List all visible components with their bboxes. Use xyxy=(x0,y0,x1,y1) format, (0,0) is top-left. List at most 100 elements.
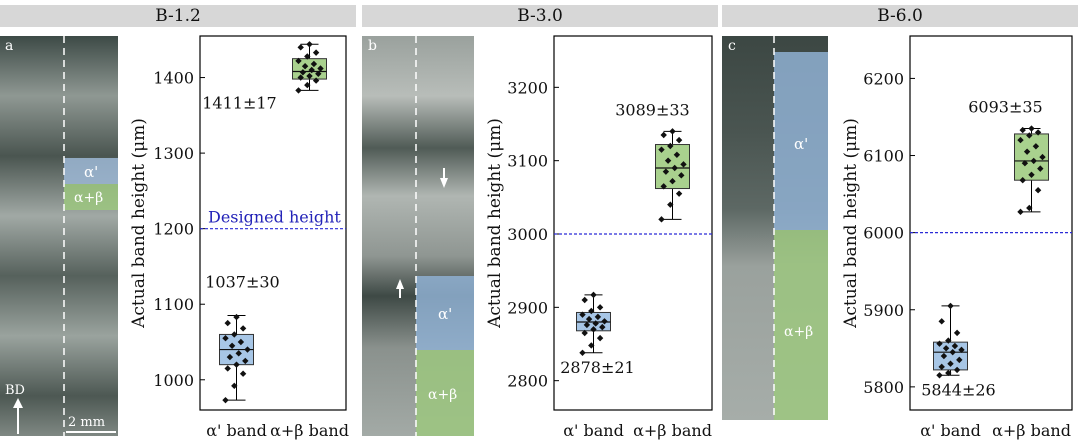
x-category-label: α+β band xyxy=(992,421,1071,440)
data-point xyxy=(680,161,687,168)
data-point xyxy=(306,41,313,48)
data-point xyxy=(228,342,236,349)
micrograph-image: c α' α+β xyxy=(722,36,828,436)
data-point xyxy=(310,60,318,68)
x-category-label: α' band xyxy=(563,421,624,440)
data-point xyxy=(579,349,586,356)
plot-frame xyxy=(199,35,347,411)
data-point xyxy=(295,87,302,94)
data-point xyxy=(304,81,311,89)
micro-label-alpha-prime: α' xyxy=(84,163,98,181)
data-point xyxy=(1017,208,1024,216)
alpha-beta-region xyxy=(64,184,118,210)
data-point xyxy=(224,319,231,327)
y-tick-label: 2900 xyxy=(507,298,548,317)
y-tick-label: 1400 xyxy=(153,69,194,88)
arrowhead-icon xyxy=(13,398,23,408)
box-plot-chart: 5800 5900 6000 6100 6200 Actual band height (… xyxy=(841,35,1073,440)
data-point xyxy=(590,291,597,299)
x-category-label: α' band xyxy=(920,421,981,440)
alpha-prime-region xyxy=(416,276,474,350)
plot-frame xyxy=(553,35,713,411)
data-point xyxy=(239,325,247,332)
box-plot-chart: 1000 1100 1200 1300 1400 Actual band height (… xyxy=(129,35,349,440)
arrow-down-icon xyxy=(440,178,448,188)
data-point xyxy=(297,44,304,51)
data-point xyxy=(299,69,307,76)
y-tick-label: 5800 xyxy=(863,378,904,397)
panel-b-3-0: B-3.0 b α' α+β xyxy=(362,0,718,444)
micro-label-alpha-prime: α' xyxy=(794,135,808,153)
micrograph-image: b α' α+β xyxy=(362,36,474,436)
box-stat-label: 5844±26 xyxy=(921,380,995,399)
micrograph-svg: c α' α+β xyxy=(722,36,828,420)
panel-b-6-0: B-6.0 c α' α+β 5800 5900 6000 6100 6200 Actua… xyxy=(722,0,1078,444)
data-point xyxy=(222,396,229,404)
data-point xyxy=(317,65,324,72)
designed-height-label: Designed height xyxy=(208,208,341,227)
box-stat-label: 1037±30 xyxy=(205,273,279,292)
y-axis-label: Actual band height (μm) xyxy=(841,118,861,329)
panel-letter: a xyxy=(5,38,13,54)
box-stat-label: 6093±35 xyxy=(968,98,1042,117)
plot-frame xyxy=(909,35,1073,411)
x-category-label: α+β band xyxy=(633,421,712,440)
data-point xyxy=(596,334,604,342)
y-tick-label: 3200 xyxy=(507,78,548,97)
data-point xyxy=(312,77,320,84)
panel-letter: c xyxy=(728,38,736,54)
data-point xyxy=(315,70,322,77)
panel-letter: b xyxy=(368,38,377,54)
data-point xyxy=(312,49,320,56)
data-point xyxy=(1028,125,1035,132)
data-point xyxy=(675,190,683,197)
y-tick-label: 3000 xyxy=(507,225,548,244)
panel-b-1-2: B-1.2 a α' α+β BD xyxy=(0,0,356,444)
y-tick-label: 1000 xyxy=(153,371,194,390)
data-point xyxy=(308,66,315,74)
data-point xyxy=(239,370,247,377)
micro-label-alpha-beta: α+β xyxy=(784,324,813,340)
panel-header: B-6.0 xyxy=(722,5,1078,27)
box-stat-label: 3089±33 xyxy=(615,100,689,119)
data-point xyxy=(1017,136,1024,144)
data-point xyxy=(673,151,681,158)
data-point xyxy=(226,353,234,361)
data-point xyxy=(581,296,588,304)
alpha-beta-region xyxy=(416,350,474,436)
x-category-label: α+β band xyxy=(270,421,349,440)
data-point xyxy=(295,57,302,65)
box-stat-label: 2878±21 xyxy=(560,358,634,377)
box-stat-label: 1411±17 xyxy=(202,93,276,112)
alpha-prime-region xyxy=(774,52,828,230)
data-point xyxy=(669,178,676,185)
data-point xyxy=(938,318,945,325)
data-point xyxy=(953,329,961,337)
data-point xyxy=(242,357,249,365)
y-tick-label: 3100 xyxy=(507,152,548,171)
data-point xyxy=(224,365,231,372)
y-tick-label: 6200 xyxy=(863,69,904,88)
micro-label-alpha-prime: α' xyxy=(438,305,452,323)
data-point xyxy=(231,331,238,338)
data-point xyxy=(231,382,238,390)
data-point xyxy=(936,372,943,379)
arrow-up-icon xyxy=(396,279,404,289)
data-point xyxy=(601,318,608,325)
y-tick-label: 1200 xyxy=(153,220,194,239)
data-point xyxy=(1028,171,1035,179)
scale-bar-label: 2 mm xyxy=(68,415,105,430)
micrograph-image: a α' α+β BD 2 mm xyxy=(0,36,118,436)
data-point xyxy=(660,131,667,139)
y-tick-label: 6000 xyxy=(863,224,904,243)
micro-label-alpha-beta: α+β xyxy=(74,190,103,206)
data-point xyxy=(947,360,954,367)
data-point xyxy=(590,326,597,333)
alpha-prime-region xyxy=(64,158,118,184)
y-tick-label: 2800 xyxy=(507,372,548,391)
data-point xyxy=(675,136,683,144)
data-point xyxy=(669,128,676,135)
build-direction-label: BD xyxy=(5,383,25,398)
data-point xyxy=(579,311,586,318)
y-axis-label: Actual band height (μm) xyxy=(129,118,149,329)
